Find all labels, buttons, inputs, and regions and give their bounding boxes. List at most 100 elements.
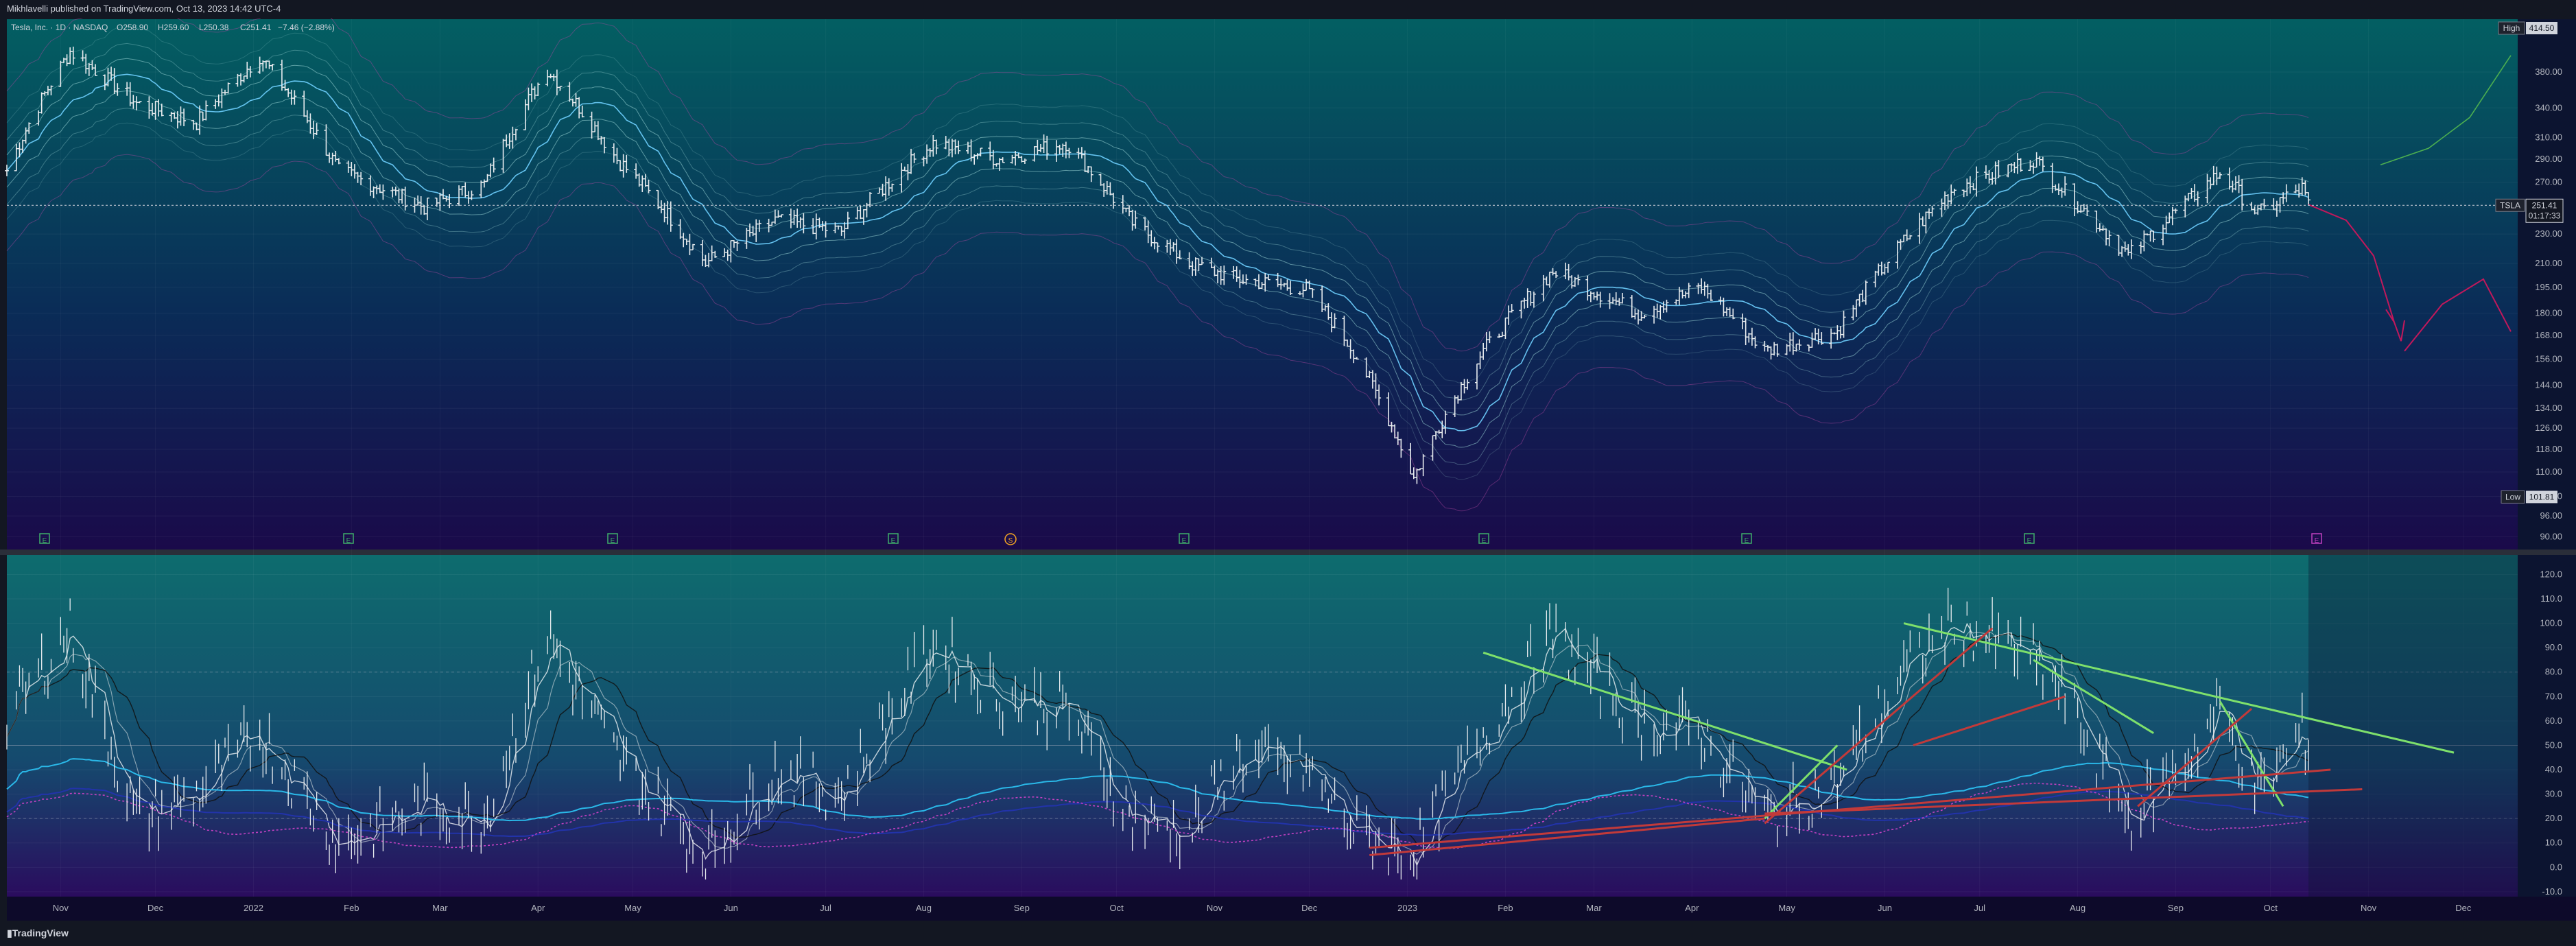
projection-down — [2308, 204, 2405, 342]
price-tick-label: 290.00 — [2535, 154, 2562, 164]
trendline-red — [1369, 768, 2331, 849]
time-tick-label: Apr — [531, 903, 545, 913]
oscillator-tick-label: 50.0 — [2545, 740, 2562, 750]
envelope-band — [6, 73, 2309, 431]
legend-open: O258.90 — [117, 23, 148, 32]
earnings-marker — [2024, 533, 2035, 544]
oscillator-mid-line — [6, 630, 2309, 855]
trendline-red — [1764, 788, 2363, 815]
time-tick-label: Dec — [147, 903, 164, 913]
oscillator-tick-label: 0.0 — [2550, 862, 2562, 872]
price-axis-bg — [2518, 19, 2576, 549]
time-tick-label: 2023 — [1397, 903, 1417, 913]
event-marker-label: E — [611, 537, 615, 545]
time-tick-label: Mar — [1586, 903, 1602, 913]
envelope-band — [6, 108, 2309, 465]
price-projection-lines — [2308, 55, 2512, 352]
legend-high: H259.60 — [158, 23, 189, 32]
last-symbol: TSLA — [2500, 200, 2520, 210]
time-tick-label: Apr — [1685, 903, 1699, 913]
earnings-marker — [607, 533, 618, 544]
tradingview-logo[interactable]: ▮TradingView — [7, 927, 69, 938]
price-bars — [5, 46, 2311, 484]
time-axis-bg — [7, 897, 2576, 921]
event-marker-label: E — [1182, 537, 1187, 545]
legend-low: L250.38 — [199, 23, 229, 32]
time-tick-label: Nov — [53, 903, 69, 913]
time-tick-label: Dec — [1301, 903, 1318, 913]
chart-canvas[interactable]: 380.00340.00310.00290.00270.00250.00230.… — [0, 18, 2576, 921]
trendline-green — [1903, 622, 2455, 754]
event-marker-label: S — [1008, 537, 1013, 545]
oscillator-trendlines — [1369, 622, 2455, 857]
time-tick-label: Nov — [1207, 903, 1223, 913]
time-tick-label: Jun — [1878, 903, 1892, 913]
trendline-red — [1369, 817, 1765, 857]
oscillator-tick-label: 120.0 — [2540, 569, 2562, 579]
oscillator-panel-bg — [7, 555, 2518, 897]
high-badge-value: 414.50 — [2529, 23, 2555, 33]
time-tick-label: 2022 — [244, 903, 263, 913]
time-tick-label: May — [1778, 903, 1795, 913]
trendline-red — [1764, 627, 1994, 825]
oscillator-tick-label: 90.0 — [2545, 642, 2562, 652]
oscillator-tick-label: 10.0 — [2545, 838, 2562, 848]
earnings-marker — [1741, 533, 1752, 544]
time-axis[interactable]: Nov Dec 2022 Feb Mar Apr May Jun Jul Aug Sep Oct Nov… — [53, 903, 2472, 913]
oscillator-tick-label: 110.0 — [2540, 593, 2562, 604]
price-tick-label: 230.00 — [2535, 228, 2562, 239]
trendline-red — [2137, 707, 2253, 807]
bar-countdown: 01:17:33 — [2529, 211, 2561, 220]
oscillator-tick-label: 100.0 — [2540, 618, 2562, 628]
price-tick-label: 195.00 — [2535, 282, 2562, 292]
envelope-band — [6, 154, 2309, 512]
legend-change: −7.46 (−2.88%) — [278, 23, 335, 32]
price-tick-label: 96.00 — [2540, 510, 2562, 521]
trendline-green — [1482, 651, 1847, 771]
low-badge-value: 101.81 — [2529, 492, 2555, 501]
brand-footer: ▮TradingView — [0, 921, 2576, 946]
price-tick-label: 126.00 — [2535, 423, 2562, 433]
price-tick-label: 168.00 — [2535, 330, 2562, 340]
price-tick-label: 270.00 — [2535, 177, 2562, 187]
trendline-green — [2033, 659, 2154, 734]
legend-close: C251.41 — [240, 23, 272, 32]
time-tick-label: May — [624, 903, 641, 913]
time-tick-label: Aug — [916, 903, 932, 913]
time-tick-label: Jul — [820, 903, 831, 913]
symbol-legend[interactable]: Tesla, Inc. · 1D · NASDAQ O258.90 H259.6… — [11, 23, 335, 32]
earnings-marker — [1478, 533, 1489, 544]
high-badge-label: High — [2503, 23, 2520, 33]
event-marker-label: E — [43, 537, 47, 545]
earnings-marker — [343, 533, 354, 544]
symbol-line: Tesla, Inc. · 1D · NASDAQ — [11, 23, 108, 32]
price-tick-label: 156.00 — [2535, 354, 2562, 364]
envelope-band — [6, 90, 2309, 448]
publish-line: Mikhlavelli published on TradingView.com… — [7, 3, 281, 14]
event-marker-label: E — [2315, 537, 2319, 545]
oscillator-tick-label: 80.0 — [2545, 667, 2562, 677]
price-gridlines — [7, 19, 2518, 897]
oscillator-tick-label: -10.0 — [2542, 886, 2562, 897]
split-marker — [1004, 533, 1017, 545]
price-tick-label: 110.00 — [2536, 466, 2562, 477]
envelope-band — [6, 18, 2309, 352]
price-tick-label: 118.00 — [2536, 444, 2562, 454]
high-badge: High 414.50 — [2498, 21, 2557, 35]
time-tick-label: Mar — [432, 903, 448, 913]
oscillator-tick-label: 70.0 — [2545, 691, 2562, 701]
time-tick-label: Aug — [2070, 903, 2085, 913]
time-tick-label: Feb — [1498, 903, 1513, 913]
price-tick-label: 210.00 — [2535, 258, 2562, 268]
publish-header: Mikhlavelli published on TradingView.com… — [0, 0, 2576, 18]
earnings-marker — [1179, 533, 1190, 544]
oscillator-bars — [6, 587, 2309, 880]
time-tick-label: Oct — [2264, 903, 2278, 913]
oscillator-axis[interactable]: 120.0 110.0 100.0 90.0 80.0 70.0 60.0 50.0 40.0 3… — [2540, 569, 2562, 896]
panel-divider[interactable] — [0, 549, 2576, 555]
time-tick-label: Jun — [724, 903, 738, 913]
trendline-green — [1764, 744, 1839, 820]
oscillator-dotted-line — [6, 782, 2309, 849]
price-tick-label: 90.00 — [2540, 531, 2562, 541]
